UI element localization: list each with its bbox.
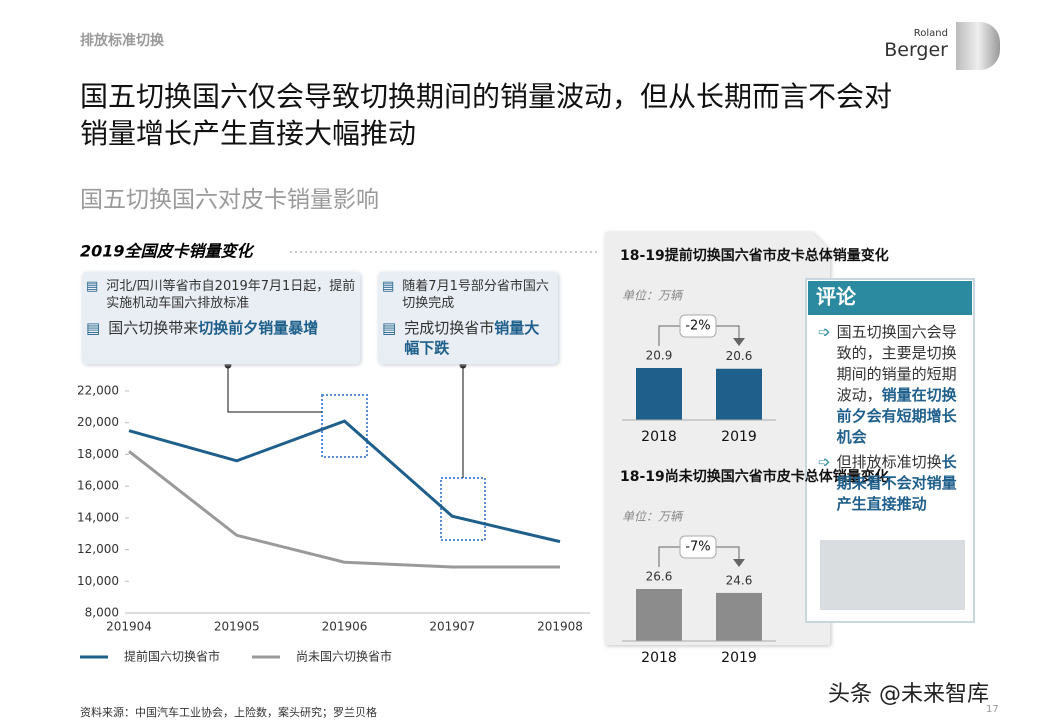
highlight-box [321, 394, 368, 458]
bar [636, 368, 682, 420]
y-tick-label: 8,000 [85, 606, 119, 620]
y-tick-label: 12,000 [77, 542, 119, 556]
callout: ▤ 河北/四川等省市自2019年7月1日起，提前实施机动车国六排放标准 ▤ 国六切换… [82, 272, 360, 364]
bar [636, 589, 682, 641]
section-label: 排放标准切换 [80, 33, 164, 49]
icon: ▤ [382, 279, 395, 294]
x-tick-label: 201904 [106, 620, 152, 634]
text: 国五切换国六会导致的，主要是切换期间的销量的短期波动， [836, 323, 957, 404]
watermark: 头条 @未来智库 [828, 682, 989, 707]
subtitle: 国五切换国六对皮卡销量影响 [80, 187, 379, 213]
value-label: 26.6 [646, 570, 673, 584]
y-tick-label: 16,000 [77, 479, 119, 493]
chart-title: 2019全国皮卡销量变化 [80, 242, 256, 261]
text: 但排放标准切换 [836, 453, 942, 471]
bar-panel [605, 232, 830, 645]
line-series [128, 450, 560, 569]
x-tick-label: 201908 [537, 620, 583, 634]
source: 资料来源：中国汽车工业协会，上险数，案头研究；罗兰贝格 [80, 706, 377, 719]
comment-image [820, 540, 965, 610]
icon: ▤ [86, 279, 99, 294]
callout: ▤ 随着7月1号部分省市国六切换完成 ▤ 完成切换省市销量大幅下跌 [378, 272, 558, 364]
x-tick-label: 2018 [641, 429, 677, 445]
x-tick-label: 201907 [429, 620, 475, 634]
x-tick-label: 201906 [322, 620, 368, 634]
text: 完成切换省市 [404, 319, 495, 337]
legend-label: 提前国六切换省市 [124, 649, 220, 664]
comment-title: 评论 [816, 285, 857, 309]
change-arrow [733, 559, 745, 567]
value-label: 24.6 [726, 573, 753, 587]
callout-text: 完成切换省市销量大幅下跌 [404, 318, 554, 358]
text: 销量在切换前夕会有短期增长机会 [836, 386, 957, 446]
x-tick-label: 2019 [721, 650, 757, 666]
icon: ▤ [86, 319, 101, 337]
line-series [128, 419, 561, 544]
callout-text: 国六切换带来切换前夕销量暴增 [108, 318, 318, 338]
text: 国六切换带来 [108, 319, 199, 337]
comment-list: ➩ 国五切换国六会导致的，主要是切换期间的销量的短期波动，销量在切换前夕会有短期增… [818, 322, 966, 515]
text: 河北/四川等省市自2019年7月1日起，提前实施机动车国六排放标准 [106, 279, 356, 311]
comment-header [808, 281, 972, 315]
y-tick-label: 18,000 [77, 447, 119, 461]
y-tick-label: 10,000 [77, 574, 119, 588]
x-tick-label: 201905 [214, 620, 260, 634]
page-number: 17 [986, 704, 999, 715]
text: 长期来看不会对销量产生直接推动 [836, 453, 957, 513]
unit: 单位：万辆 [622, 510, 684, 524]
change-arrow [733, 338, 745, 346]
callout-text: 随着7月1号部分省市国六切换完成 [402, 278, 554, 312]
callout-text: 河北/四川等省市自2019年7月1日起，提前实施机动车国六排放标准 [106, 278, 356, 312]
text: 切换前夕销量暴增 [198, 319, 319, 337]
value-label: 20.9 [646, 349, 673, 363]
logo-text: Berger [884, 39, 948, 61]
comment-item: ➩ 但排放标准切换长期来看不会对销量产生直接推动 [818, 452, 966, 515]
change-box [679, 314, 717, 338]
title-line: 销量增长产生直接大幅推动 [80, 117, 417, 150]
comment-text: 国五切换国六会导致的，主要是切换期间的销量的短期波动，销量在切换前夕会有短期增长… [837, 322, 966, 448]
chart-title: 18-19提前切换国六省市皮卡总体销量变化 [620, 247, 889, 264]
y-tick-label: 20,000 [77, 415, 119, 429]
bar [716, 592, 762, 641]
chart-title: 18-19尚未切换国六省市皮卡总体销量变化 [620, 468, 889, 485]
change-label: -2% [685, 319, 710, 334]
highlight-box [440, 477, 486, 541]
text: 随着7月1号部分省市国六切换完成 [402, 279, 549, 311]
x-tick-label: 2018 [641, 650, 677, 666]
connector [227, 365, 322, 413]
logo-text: Roland [913, 28, 948, 39]
callout-row: ▤ 随着7月1号部分省市国六切换完成 [382, 278, 554, 312]
x-tick-label: 2019 [721, 429, 757, 445]
bullet: ➩ [818, 323, 831, 341]
logo-mark [956, 22, 1000, 70]
comment-item: ➩ 国五切换国六会导致的，主要是切换期间的销量的短期波动，销量在切换前夕会有短期增… [818, 322, 966, 448]
callout-row: ▤ 国六切换带来切换前夕销量暴增 [86, 318, 356, 338]
y-tick-label: 14,000 [77, 510, 119, 524]
callout-row: ▤ 河北/四川等省市自2019年7月1日起，提前实施机动车国六排放标准 [86, 278, 356, 312]
logo: Roland Berger [884, 22, 1000, 70]
text: 销量大幅下跌 [404, 319, 540, 357]
legend-label: 尚未国六切换省市 [296, 649, 392, 664]
change-label: -7% [685, 540, 710, 555]
comment-text: 但排放标准切换长期来看不会对销量产生直接推动 [837, 452, 966, 515]
value-label: 20.6 [726, 349, 753, 363]
bullet: ➩ [818, 453, 831, 471]
bar [716, 368, 762, 420]
y-tick-label: 22,000 [77, 384, 119, 398]
unit: 单位：万辆 [622, 289, 684, 303]
change-box [679, 535, 717, 559]
icon: ▤ [382, 319, 397, 337]
title: 国五切换国六仅会导致切换期间的销量波动，但从长期而言不会对 销量增长产生直接大幅… [80, 78, 892, 152]
title-line: 国五切换国六仅会导致切换期间的销量波动，但从长期而言不会对 [80, 80, 893, 113]
callout-row: ▤ 完成切换省市销量大幅下跌 [382, 318, 554, 358]
